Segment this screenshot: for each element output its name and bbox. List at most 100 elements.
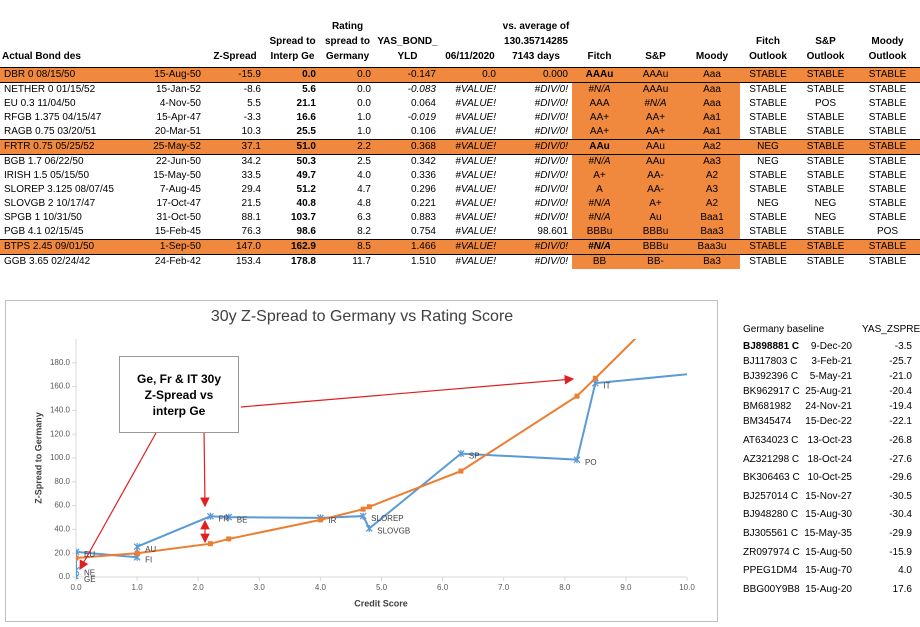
table-cell: STABLE — [806, 156, 845, 167]
table-row: FRTR 0.75 05/25/52 25-May-52 37.1 51.0 2.2 0.… — [0, 139, 920, 155]
header-row: Actual Bond des Z-Spread Spread to Inter… — [0, 0, 920, 68]
table-cell: AAAu — [572, 67, 627, 83]
table-cell: NEG — [740, 139, 796, 155]
table-cell: STABLE — [868, 198, 907, 209]
table-cell: 0.106 — [410, 126, 436, 137]
side-cell: -15.9 — [889, 546, 912, 558]
table-cell: AAu — [572, 139, 627, 155]
point-marker — [574, 393, 580, 399]
side-cell: 24-Nov-21 — [805, 401, 852, 412]
table-cell: SPGB 1 10/31/50 — [4, 212, 82, 223]
table-cell: #VALUE! — [455, 112, 496, 123]
table-cell: NETHER 0 01/15/52 — [4, 84, 96, 95]
table-cell: 31-Oct-50 — [156, 212, 201, 223]
table-cell: 25-May-52 — [130, 139, 205, 155]
table-cell: #VALUE! — [455, 84, 496, 95]
table-cell: A+ — [572, 169, 627, 183]
point-label: EU — [84, 550, 95, 559]
x-tick-label: 5.0 — [376, 583, 388, 592]
table-cell: 2.5 — [357, 156, 371, 167]
table-cell: 37.1 — [205, 139, 265, 155]
table-cell: 51.2 — [296, 184, 316, 195]
table-cell: STABLE — [749, 98, 787, 109]
x-tick-label: 8.0 — [559, 583, 571, 592]
table-cell: 7-Aug-45 — [159, 184, 201, 195]
table-cell: STABLE — [868, 84, 907, 95]
point-marker — [225, 513, 233, 521]
side-cell: 15-Nov-27 — [805, 490, 852, 502]
y-tick-label: 0.0 — [59, 572, 71, 581]
table-cell: 0.0 — [265, 67, 320, 83]
table-row: DBR 0 08/15/50 15-Aug-50 -15.9 0.0 0.0 -0.147… — [0, 67, 920, 83]
table-cell: 17-Oct-47 — [156, 198, 201, 209]
chart: 30y Z-Spread to Germany vs Rating Score … — [33, 308, 695, 608]
header-cell: Actual Bond des — [0, 0, 130, 68]
table-cell: DBR 0 08/15/50 — [0, 67, 130, 83]
table-cell: AAAu — [627, 82, 684, 97]
table-cell: STABLE — [806, 256, 845, 267]
table-cell: 4.7 — [357, 184, 371, 195]
side-cell: -20.4 — [889, 386, 912, 397]
table-cell: A — [572, 183, 627, 197]
side-cell: ZR097974 C — [743, 546, 800, 558]
table-cell: STABLE — [749, 184, 787, 195]
side-cell: 15-Aug-30 — [805, 509, 852, 521]
arrow — [79, 432, 157, 571]
table-cell: STABLE — [806, 112, 845, 123]
side-cell: BK962917 C — [743, 386, 800, 397]
point-label: SP — [469, 452, 480, 461]
table-cell: BBBu — [572, 225, 627, 240]
table-cell: 76.3 — [241, 226, 261, 237]
side-cell: BJ392396 C — [743, 371, 799, 382]
table-cell: #VALUE! — [455, 226, 496, 237]
table-cell: STABLE — [806, 184, 845, 195]
table-cell: STABLE — [868, 98, 907, 109]
side-cell: BM681982 — [743, 401, 792, 412]
table-cell: 5.5 — [247, 98, 261, 109]
arrow — [200, 427, 210, 508]
point-marker — [573, 456, 581, 464]
table-cell: #DIV/0! — [534, 198, 568, 209]
table-cell: AA+ — [572, 111, 627, 125]
point-marker — [226, 536, 232, 542]
table-cell: #VALUE! — [455, 256, 496, 267]
header-cell: S&P Outlook — [796, 0, 855, 68]
table-cell: 0.342 — [410, 156, 436, 167]
table-cell: AA- — [627, 169, 684, 183]
table-cell: STABLE — [868, 112, 907, 123]
table-cell: #VALUE! — [455, 198, 496, 209]
table-cell: BBBu — [627, 239, 684, 255]
table-cell: STABLE — [855, 139, 920, 155]
y-tick-label: 180.0 — [50, 358, 71, 367]
table-cell: 1.0 — [357, 126, 371, 137]
table-cell: #N/A — [572, 239, 627, 255]
table-cell: -0.019 — [407, 112, 436, 123]
table-cell: 33.5 — [241, 170, 261, 181]
table-row: PGB 4.1 02/15/45 15-Feb-45 76.3 98.6 8.2 0.75… — [0, 225, 920, 240]
table-cell: 49.7 — [296, 170, 316, 181]
header-cell: 06/11/2020 — [440, 0, 500, 68]
table-row: BGB 1.7 06/22/50 22-Jun-50 34.2 50.3 2.5 0.34… — [0, 154, 920, 169]
table-cell: 15-Aug-50 — [130, 67, 205, 83]
table-cell: SLOREP 3.125 08/07/45 — [4, 184, 114, 195]
point-marker — [457, 450, 465, 458]
table-cell: AAA — [572, 97, 627, 111]
table-cell: AAu — [627, 154, 684, 169]
table-row: RFGB 1.375 04/15/47 15-Apr-47 -3.3 16.6 1.0 -… — [0, 111, 920, 125]
point-marker — [76, 555, 79, 561]
table-cell: 8.2 — [357, 226, 371, 237]
table-cell: STABLE — [749, 212, 787, 223]
side-cell: -27.6 — [889, 453, 912, 465]
y-tick-label: 20.0 — [54, 548, 70, 557]
x-tick-label: 3.0 — [254, 583, 266, 592]
side-cell: -29.6 — [889, 472, 912, 484]
table-cell: 0.221 — [410, 198, 436, 209]
table-cell: A3 — [684, 183, 740, 197]
side-cell: BBG00Y9B8 — [743, 583, 800, 595]
table-cell: 15-May-50 — [153, 170, 201, 181]
side-cell: 5-May-21 — [809, 371, 852, 382]
side-cell: -30.5 — [889, 490, 912, 502]
point-marker — [359, 512, 367, 520]
point-marker — [458, 468, 464, 474]
annotation-box: Ge, Fr & IT 30y Z-Spread vs interp Ge — [119, 356, 239, 433]
